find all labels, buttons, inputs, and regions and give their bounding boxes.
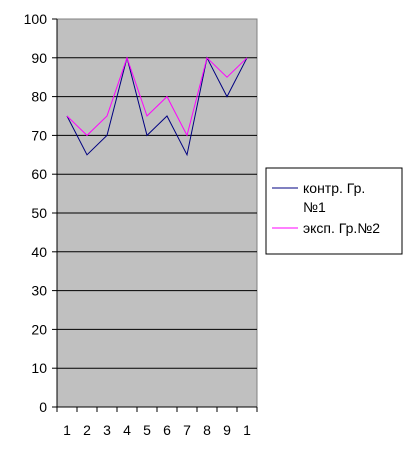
legend: контр. Гр. №1 эксп. Гр.№2 (265, 167, 403, 255)
x-tick-label: 6 (163, 422, 171, 438)
y-tick-label: 0 (39, 399, 47, 415)
legend-label-line: №1 (303, 199, 326, 215)
series-line-2 (66, 56, 248, 137)
x-tick-label: 3 (103, 422, 111, 438)
x-tick-label: 1 (243, 422, 251, 438)
series-lines (66, 56, 248, 157)
y-tick-label: 20 (31, 321, 47, 337)
series-line-1 (66, 56, 248, 157)
y-tick-label: 40 (31, 244, 47, 260)
legend-label-line: эксп. Гр.№2 (303, 220, 380, 236)
legend-label-2: эксп. Гр.№2 (303, 220, 380, 236)
legend-label-1: контр. Гр. №1 (303, 180, 365, 215)
x-tick-label: 4 (123, 422, 131, 438)
x-tick-label: 1 (63, 422, 71, 438)
y-tick-label: 50 (31, 205, 47, 221)
legend-box (265, 167, 403, 255)
x-tick-label: 9 (223, 422, 231, 438)
x-tick-label: 8 (203, 422, 211, 438)
y-tick-label: 80 (31, 89, 47, 105)
legend-label-line: контр. Гр. (303, 180, 365, 196)
y-tick-label: 100 (24, 11, 48, 27)
plot-area (56, 18, 258, 408)
y-tick-label: 30 (31, 283, 47, 299)
x-tick-label: 7 (183, 422, 191, 438)
y-tick-label: 90 (31, 50, 47, 66)
x-tick-label: 5 (143, 422, 151, 438)
y-tick-label: 10 (31, 360, 47, 376)
y-tick-label: 60 (31, 166, 47, 182)
y-tick-label: 70 (31, 127, 47, 143)
x-tick-label: 2 (83, 422, 91, 438)
